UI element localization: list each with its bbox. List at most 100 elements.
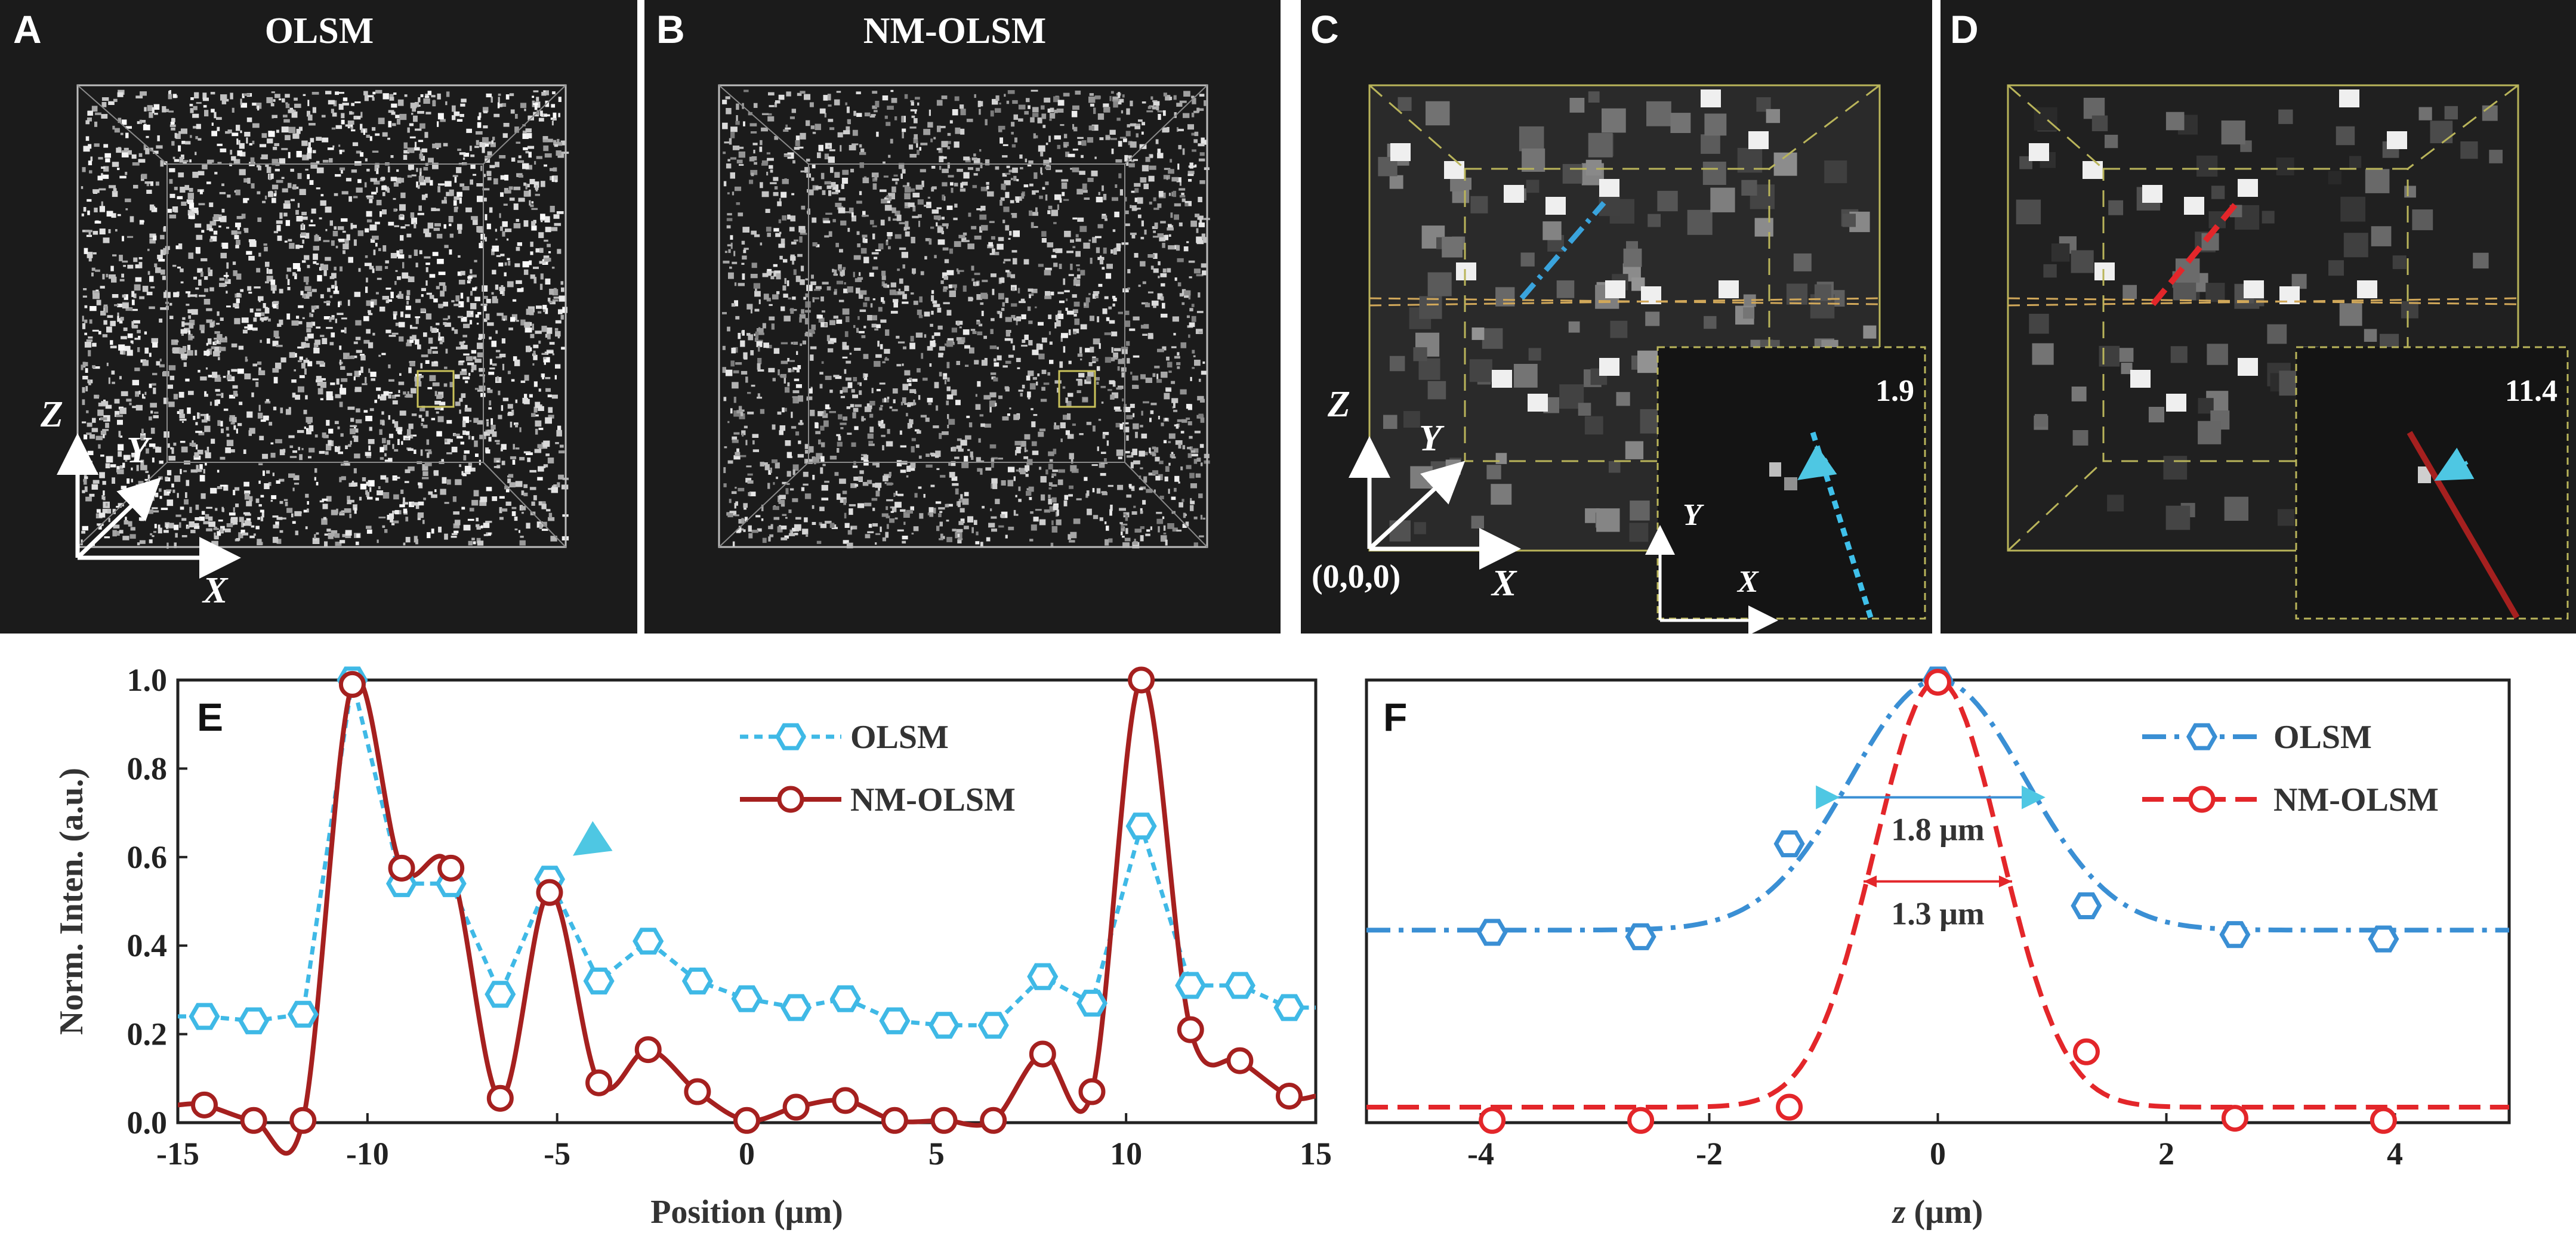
speckle — [946, 394, 954, 400]
speckle — [822, 464, 826, 466]
speckle — [307, 100, 310, 106]
speckle — [1130, 372, 1133, 375]
speckle — [952, 529, 957, 532]
speckle — [434, 489, 437, 492]
speckle — [500, 226, 503, 231]
speckle — [791, 342, 793, 345]
speckle — [522, 130, 527, 134]
speckle — [206, 528, 212, 532]
speckle — [214, 377, 221, 382]
speckle — [891, 506, 897, 512]
speckle — [195, 422, 198, 425]
speckle — [1076, 498, 1082, 500]
speckle — [1189, 276, 1192, 279]
speckle — [846, 126, 850, 131]
speckle — [135, 264, 140, 268]
speckle — [1172, 316, 1179, 322]
speckle — [502, 363, 505, 370]
speckle — [1134, 183, 1141, 187]
speckle — [206, 181, 211, 184]
speckle — [1051, 520, 1054, 526]
speckle — [203, 469, 205, 474]
speckle — [754, 308, 760, 312]
speckle — [511, 511, 516, 517]
speckle — [492, 270, 496, 274]
speckle — [754, 162, 757, 165]
speckle — [533, 181, 539, 188]
speckle — [1072, 217, 1078, 220]
speckle — [736, 448, 739, 455]
speckle — [190, 336, 195, 339]
speckle — [1073, 126, 1078, 132]
speckle — [786, 452, 792, 458]
speckle — [548, 512, 553, 518]
speckle — [723, 467, 726, 474]
speckle — [350, 224, 357, 228]
speckle — [507, 404, 513, 409]
speckle — [83, 288, 87, 291]
speckle — [885, 329, 890, 336]
speckle — [370, 239, 375, 243]
speckle — [323, 517, 326, 520]
speckle — [341, 170, 343, 174]
speckle — [801, 309, 805, 314]
speckle — [1028, 160, 1034, 165]
speckle — [900, 173, 903, 179]
speckle — [544, 239, 548, 242]
speckle — [1068, 360, 1072, 364]
speckle — [525, 128, 532, 133]
speckle — [131, 291, 135, 297]
speckle — [237, 150, 243, 156]
speckle — [432, 351, 438, 354]
speckle — [193, 126, 196, 129]
speckle — [1022, 339, 1026, 343]
speckle — [418, 175, 424, 183]
speckle — [1012, 167, 1018, 173]
speckle — [501, 461, 505, 465]
speckle — [1134, 539, 1136, 542]
speckle — [458, 360, 464, 366]
speckle — [411, 174, 417, 177]
speckle — [198, 171, 205, 175]
speckle — [431, 361, 439, 367]
speckle — [101, 97, 109, 101]
speckle — [313, 261, 317, 264]
speckle — [260, 419, 266, 422]
speckle — [1088, 125, 1094, 131]
speckle — [900, 445, 906, 448]
speckle — [471, 312, 473, 314]
speckle — [160, 307, 166, 310]
speckle — [859, 390, 862, 395]
speckle — [1124, 537, 1131, 542]
speckle — [501, 315, 507, 321]
speckle — [552, 299, 559, 302]
speckle — [167, 209, 172, 213]
speckle — [957, 533, 960, 537]
speckle — [470, 274, 477, 278]
speckle — [749, 123, 757, 126]
speckle — [366, 529, 372, 534]
speckle — [304, 427, 306, 429]
speckle — [331, 317, 335, 320]
speckle — [227, 370, 230, 376]
speckle — [387, 440, 391, 445]
speckle — [754, 234, 760, 237]
speckle — [1041, 231, 1047, 237]
speckle — [1165, 539, 1168, 546]
speckle — [799, 317, 802, 323]
speckle — [110, 320, 116, 326]
speckle — [274, 169, 280, 172]
speckle — [424, 462, 432, 466]
speckle — [723, 483, 727, 487]
speckle — [930, 323, 933, 327]
speckle — [130, 340, 134, 344]
speckle — [1127, 124, 1130, 128]
speckle — [1066, 401, 1072, 407]
speckle — [805, 293, 809, 298]
speckle — [388, 513, 394, 519]
speckle — [121, 336, 127, 339]
speckle — [127, 478, 130, 484]
speckle — [862, 177, 869, 184]
speckle — [263, 415, 269, 421]
speckle — [1018, 118, 1023, 122]
